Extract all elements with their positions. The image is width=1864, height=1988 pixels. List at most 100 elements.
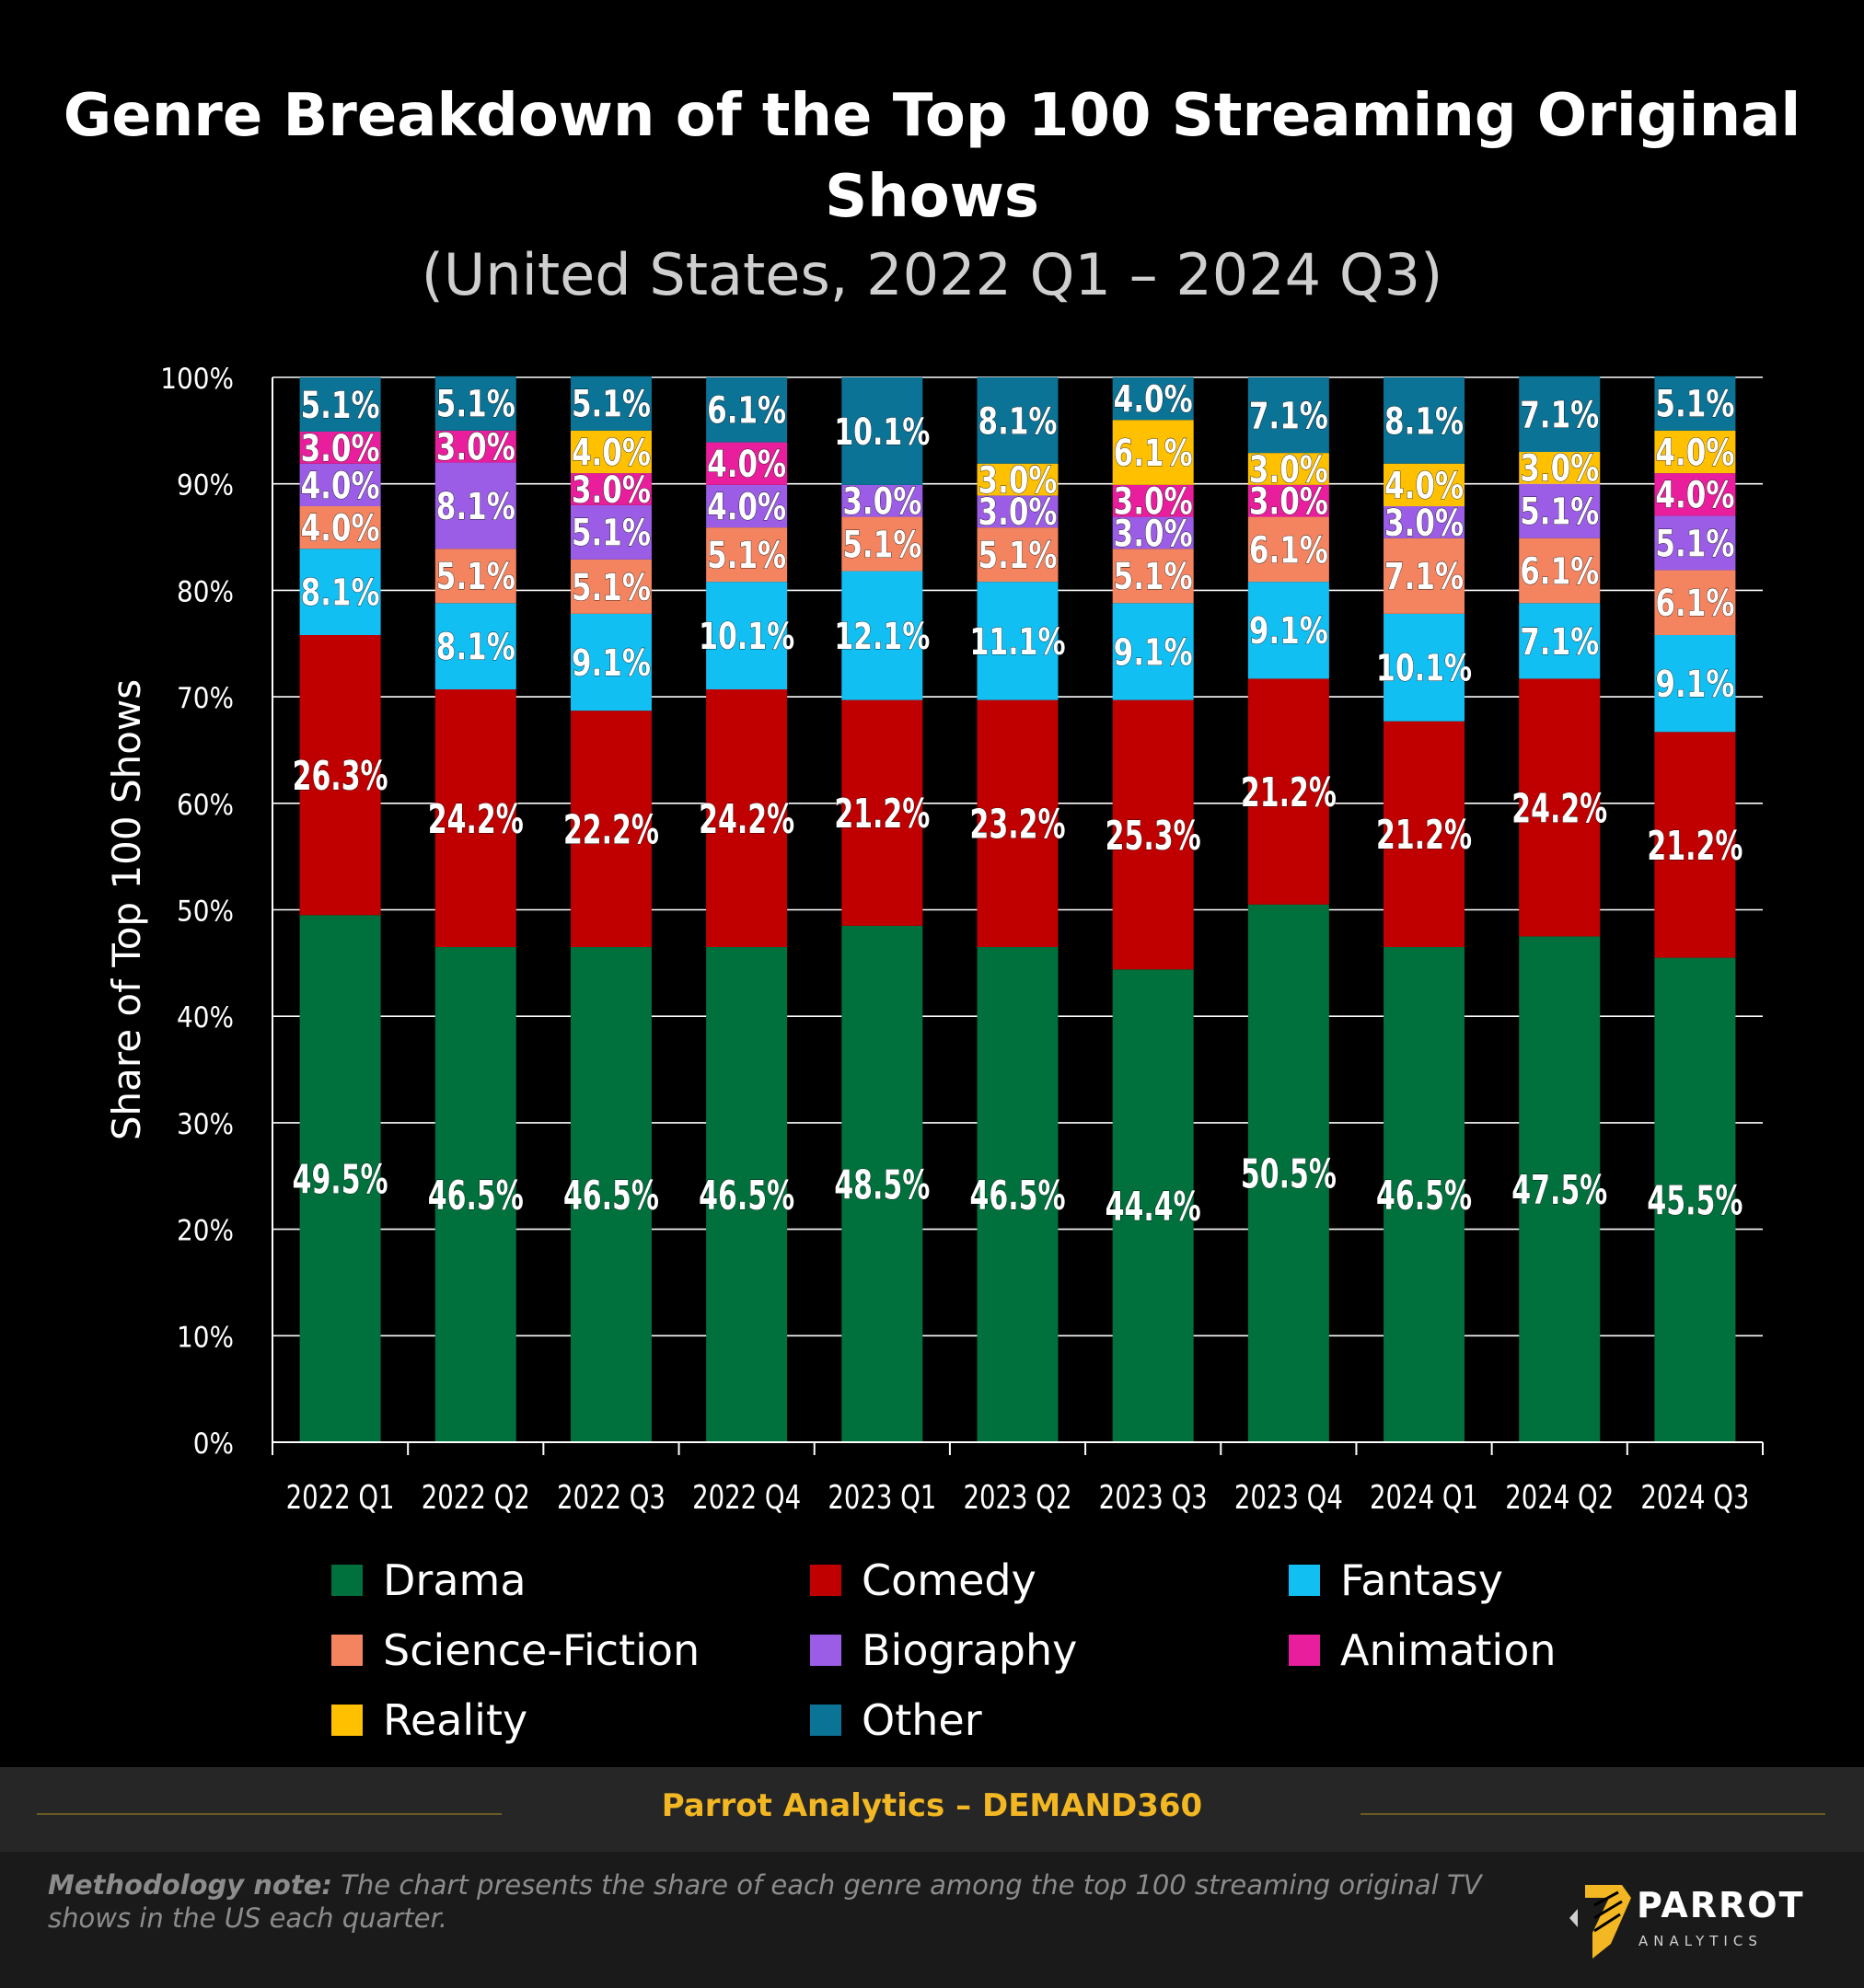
- data-label: 4.0%: [1114, 379, 1193, 422]
- data-label: 6.1%: [1114, 433, 1193, 475]
- data-label: 3.0%: [842, 481, 921, 524]
- data-label: 21.2%: [1376, 812, 1472, 859]
- legend-item: Comedy: [810, 1555, 1036, 1605]
- bar-segment: [570, 613, 652, 711]
- legend-swatch: [1289, 1635, 1320, 1666]
- bar-segment: [1384, 721, 1465, 947]
- bar-segment: [1247, 582, 1329, 679]
- bar-segment: [1384, 613, 1465, 722]
- bar-segment: [1247, 904, 1329, 1442]
- data-label: 3.0%: [1114, 481, 1193, 524]
- parrot-analytics-logo: PARROT ANALYTICS: [1565, 1878, 1823, 1960]
- bar-segment: [1247, 453, 1329, 485]
- legend-swatch: [331, 1635, 363, 1666]
- legend-item: Drama: [331, 1555, 527, 1605]
- data-label: 10.1%: [1376, 648, 1472, 690]
- bar-segment: [841, 377, 923, 485]
- logo-subtext: ANALYTICS: [1638, 1933, 1763, 1949]
- methodology-note-text: The chart presents the share of each gen…: [48, 1869, 1482, 1934]
- data-label: 47.5%: [1511, 1167, 1607, 1214]
- bar-segment: [434, 946, 516, 1442]
- data-label: 9.1%: [572, 642, 651, 685]
- legend-swatch: [331, 1705, 363, 1736]
- methodology-note: Methodology note: The chart presents the…: [48, 1868, 1484, 1935]
- footer-bottom: [0, 1852, 1864, 1988]
- bar-segment: [1654, 430, 1736, 474]
- bar-segment: [1654, 515, 1736, 571]
- legend-item: Science-Fiction: [331, 1625, 700, 1675]
- data-label: 10.1%: [834, 411, 930, 454]
- bar-segment: [570, 430, 652, 474]
- bar-segment: [706, 527, 788, 583]
- bar-segment: [299, 634, 381, 916]
- data-label: 24.2%: [699, 796, 794, 843]
- data-label: 46.5%: [699, 1173, 794, 1219]
- legend-label: Drama: [383, 1555, 527, 1605]
- bar-segment: [1112, 516, 1194, 549]
- data-label: 48.5%: [834, 1162, 930, 1208]
- data-label: 50.5%: [1241, 1151, 1337, 1198]
- x-tick-label: 2022 Q3: [557, 1479, 666, 1517]
- bar-segment: [706, 484, 788, 528]
- data-label: 24.2%: [1511, 785, 1607, 832]
- data-label: 23.2%: [970, 802, 1066, 849]
- bar-segment: [299, 432, 381, 464]
- data-label: 5.1%: [572, 513, 651, 555]
- y-tick-label: 10%: [177, 1321, 234, 1354]
- bar-segment: [977, 582, 1059, 700]
- parrot-logo-icon: [1569, 1885, 1631, 1959]
- bar-segment: [1654, 473, 1736, 516]
- legend-label: Reality: [383, 1695, 528, 1745]
- data-label: 3.0%: [1520, 448, 1599, 491]
- data-label: 21.2%: [1647, 823, 1742, 870]
- bar-segment: [434, 430, 516, 463]
- bar-segment: [1112, 420, 1194, 485]
- bar-segment: [1654, 570, 1736, 635]
- legend-item: Other: [810, 1695, 982, 1745]
- data-label: 9.1%: [1655, 664, 1734, 706]
- data-label: 45.5%: [1647, 1178, 1742, 1225]
- bar-segment: [434, 462, 516, 549]
- data-label: 4.0%: [301, 465, 380, 507]
- x-tick-label: 2023 Q3: [1099, 1479, 1208, 1517]
- data-label: 10.1%: [699, 616, 794, 658]
- data-label: 3.0%: [1249, 481, 1328, 524]
- legend-label: Comedy: [862, 1555, 1036, 1605]
- data-label: 46.5%: [563, 1173, 659, 1219]
- bar-segment: [841, 925, 923, 1442]
- x-tick-label: 2024 Q1: [1370, 1479, 1478, 1517]
- data-label: 7.1%: [1249, 395, 1328, 437]
- data-label: 5.1%: [1114, 556, 1193, 598]
- bar-segment: [706, 377, 788, 443]
- bar-segment: [977, 463, 1059, 496]
- bar-segment: [1112, 549, 1194, 604]
- data-label: 7.1%: [1520, 621, 1599, 664]
- data-label: 22.2%: [563, 806, 659, 853]
- data-label: 5.1%: [572, 384, 651, 426]
- bar-segment: [977, 495, 1059, 528]
- bar-segment: [841, 699, 923, 926]
- bar-segment: [1384, 946, 1465, 1442]
- x-tick-label: 2023 Q1: [828, 1479, 936, 1517]
- data-label: 5.1%: [436, 556, 515, 598]
- chart-legend: Drama Comedy Fantasy Science-Fiction Biograp…: [331, 1555, 1712, 1776]
- bar-segment: [570, 376, 652, 431]
- data-label: 11.1%: [970, 621, 1066, 664]
- data-label: 8.1%: [436, 627, 515, 669]
- footer-divider-right: [1360, 1813, 1825, 1815]
- data-label: 4.0%: [301, 508, 380, 550]
- bar-segment: [570, 473, 652, 505]
- bar-segment: [434, 376, 516, 431]
- bar-segment: [1112, 969, 1194, 1442]
- data-label: 6.1%: [1520, 550, 1599, 593]
- x-tick-label: 2024 Q3: [1640, 1479, 1749, 1517]
- y-tick-label: 30%: [177, 1108, 234, 1141]
- bar-segment: [1247, 516, 1329, 583]
- data-label: 6.1%: [707, 390, 786, 433]
- data-label: 9.1%: [1249, 610, 1328, 653]
- bar-segment: [1247, 377, 1329, 454]
- methodology-note-label: Methodology note:: [48, 1869, 332, 1901]
- bar-segment: [1247, 484, 1329, 517]
- bar-segment: [841, 571, 923, 700]
- bar-segment: [1112, 377, 1194, 421]
